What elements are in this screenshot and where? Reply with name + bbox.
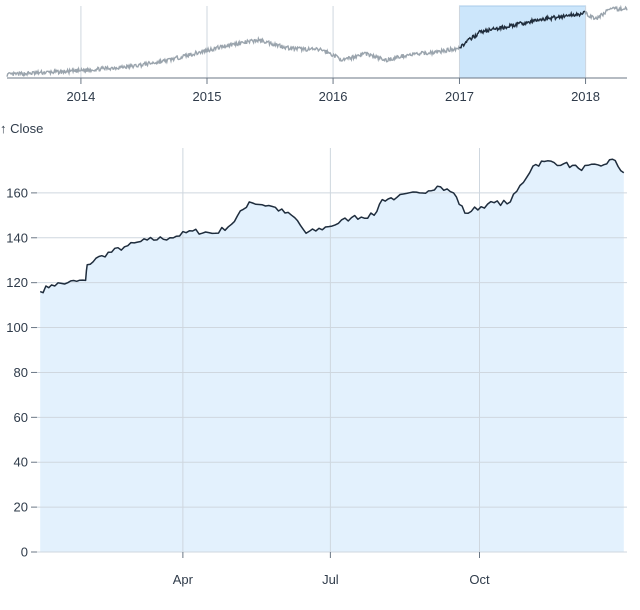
brush-selection[interactable] <box>458 5 587 79</box>
overview-selected-line <box>459 10 586 49</box>
x-tick-label: Jul <box>322 572 339 587</box>
y-tick-label: 0 <box>21 545 28 560</box>
y-tick-label: 100 <box>6 320 28 335</box>
overview-x-tick-label: 2014 <box>66 89 95 104</box>
y-tick-label: 80 <box>14 365 28 380</box>
overview-x-ticks: 2014 2015 2016 2017 2018 <box>66 78 600 104</box>
detail-chart: 0 20 40 60 80 100 120 140 160 Apr Jul Oct ↑ Close <box>0 121 627 587</box>
y-tick-label: 120 <box>6 275 28 290</box>
overview-x-tick-label: 2017 <box>445 89 474 104</box>
overview-x-tick-label: 2018 <box>571 89 600 104</box>
y-tick-label: 140 <box>6 230 28 245</box>
overview-x-tick-label: 2016 <box>319 89 348 104</box>
y-tick-label: 160 <box>6 185 28 200</box>
y-tick-label: 60 <box>14 410 28 425</box>
y-axis-label: ↑ Close <box>0 121 43 136</box>
overview-grid <box>80 6 587 78</box>
overview-chart: 2014 2015 2016 2017 2018 <box>6 4 628 104</box>
detail-grid <box>37 148 627 553</box>
detail-series-area <box>40 159 624 552</box>
detail-y-ticks: 0 20 40 60 80 100 120 140 160 <box>6 185 37 560</box>
y-tick-label: 20 <box>14 500 28 515</box>
detail-series-line <box>39 158 625 294</box>
x-tick-label: Apr <box>173 572 194 587</box>
detail-x-ticks: Apr Jul Oct <box>173 552 490 587</box>
y-tick-label: 40 <box>14 455 28 470</box>
x-tick-label: Oct <box>469 572 490 587</box>
overview-x-tick-label: 2015 <box>193 89 222 104</box>
